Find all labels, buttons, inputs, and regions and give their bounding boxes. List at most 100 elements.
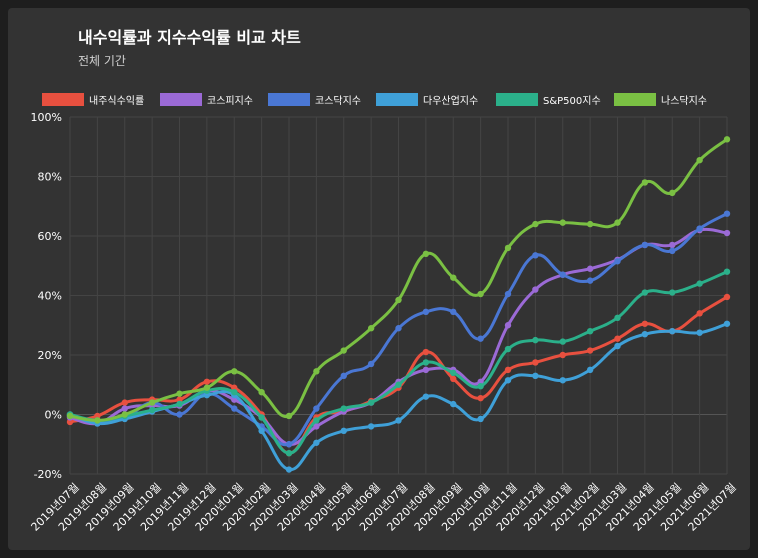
data-point: [285, 449, 293, 457]
data-point: [231, 405, 238, 412]
data-point: [395, 296, 402, 304]
data-point: [422, 308, 430, 316]
legend-swatch: [42, 93, 84, 106]
data-point: [586, 277, 594, 284]
y-tick-label: 80%: [38, 171, 62, 184]
data-point: [340, 347, 347, 354]
data-point: [669, 241, 676, 249]
data-point: [203, 391, 211, 399]
data-point: [422, 366, 430, 374]
data-point: [586, 265, 594, 272]
legend-label: 다우산업지수: [423, 94, 478, 107]
data-point: [477, 290, 484, 298]
data-point: [450, 375, 457, 382]
data-point: [121, 411, 128, 418]
y-tick-label: 60%: [38, 230, 62, 243]
data-point: [614, 342, 621, 350]
legend: 내주식수익률 코스피지수 코스닥지수 다우산업지수 S&P500지수 나스닥지수: [42, 93, 707, 107]
y-tick-label: 0%: [45, 409, 62, 422]
y-tick-label: 40%: [38, 290, 62, 303]
data-point: [313, 439, 320, 446]
legend-swatch: [614, 93, 656, 106]
series-6: [66, 136, 731, 424]
data-point: [723, 136, 731, 143]
data-point: [723, 320, 731, 327]
data-point: [66, 412, 74, 420]
data-point: [504, 345, 512, 353]
legend-item: 다우산업지수: [376, 93, 478, 107]
data-point: [504, 377, 512, 384]
data-point: [559, 271, 566, 278]
data-point: [614, 219, 621, 226]
data-point: [723, 268, 731, 275]
data-point: [586, 220, 594, 228]
data-point: [422, 393, 430, 400]
legend-item: S&P500지수: [496, 93, 601, 107]
data-point: [696, 156, 703, 164]
legend-swatch: [160, 93, 202, 106]
data-point: [450, 308, 457, 316]
data-point: [395, 417, 402, 424]
data-point: [367, 399, 375, 406]
data-point: [559, 338, 566, 345]
data-point: [669, 247, 676, 255]
data-point: [258, 427, 265, 435]
data-point: [696, 280, 703, 287]
data-point: [614, 335, 621, 342]
legend-label: 코스닥지수: [315, 95, 361, 107]
data-point: [586, 347, 594, 354]
data-point: [477, 378, 484, 385]
data-point: [285, 412, 293, 420]
data-point: [586, 366, 594, 374]
data-point: [723, 210, 731, 217]
data-point: [669, 289, 676, 296]
data-point: [641, 330, 649, 338]
data-point: [450, 369, 457, 377]
data-point: [559, 219, 566, 226]
data-point: [422, 359, 430, 366]
data-point: [669, 328, 676, 335]
data-point: [367, 360, 375, 368]
legend-item: 내주식수익률: [42, 93, 144, 107]
data-point: [121, 405, 128, 412]
data-point: [641, 179, 649, 186]
data-point: [477, 415, 484, 423]
data-point: [504, 290, 512, 298]
legend-swatch: [496, 93, 538, 106]
data-point: [367, 325, 375, 332]
data-point: [176, 396, 183, 403]
data-point: [340, 405, 347, 412]
data-point: [313, 417, 320, 424]
data-point: [532, 336, 539, 344]
data-point: [258, 414, 265, 421]
data-point: [586, 328, 594, 335]
data-point: [532, 359, 539, 366]
data-point: [477, 383, 484, 390]
data-point: [723, 229, 731, 237]
data-point: [395, 381, 402, 388]
data-point: [66, 418, 74, 426]
x-tick-labels: 2019년07월2019년08월2019년09월2019년10월2019년11월…: [29, 481, 739, 534]
data-point: [94, 412, 101, 420]
data-point: [504, 244, 512, 252]
data-point: [176, 400, 183, 408]
legend-item: 코스피지수: [160, 93, 253, 107]
data-point: [340, 372, 347, 380]
data-point: [285, 466, 293, 473]
data-point: [231, 368, 238, 375]
data-point: [422, 250, 430, 258]
data-point: [203, 384, 211, 391]
data-point: [231, 384, 238, 391]
data-point: [94, 417, 101, 424]
data-point: [313, 423, 320, 430]
data-point: [504, 366, 512, 374]
data-point: [696, 310, 703, 317]
chart-title: 내수익률과 지수수익률 비교 차트: [78, 28, 301, 47]
data-point: [340, 427, 347, 435]
data-point: [532, 372, 539, 380]
y-tick-labels: -20% 0% 20% 40% 60% 80% 100%: [31, 111, 62, 481]
data-point: [532, 220, 539, 228]
data-point: [641, 320, 649, 327]
chart-subtitle: 전체 기간: [78, 54, 126, 68]
